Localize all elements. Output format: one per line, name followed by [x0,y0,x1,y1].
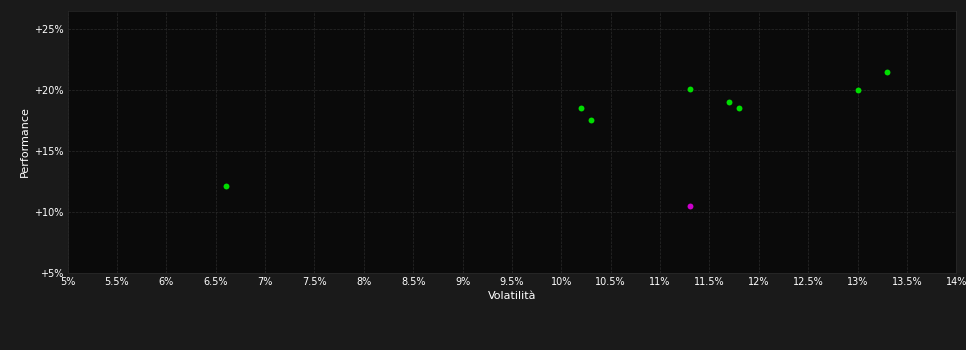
Point [722,99,737,105]
Point [682,86,697,91]
X-axis label: Volatilità: Volatilità [488,291,536,301]
Point [879,69,895,74]
Point [574,105,589,111]
Point [218,183,234,189]
Y-axis label: Performance: Performance [19,106,30,177]
Point [731,105,747,111]
Point [850,87,866,93]
Point [583,118,599,123]
Point [682,203,697,209]
